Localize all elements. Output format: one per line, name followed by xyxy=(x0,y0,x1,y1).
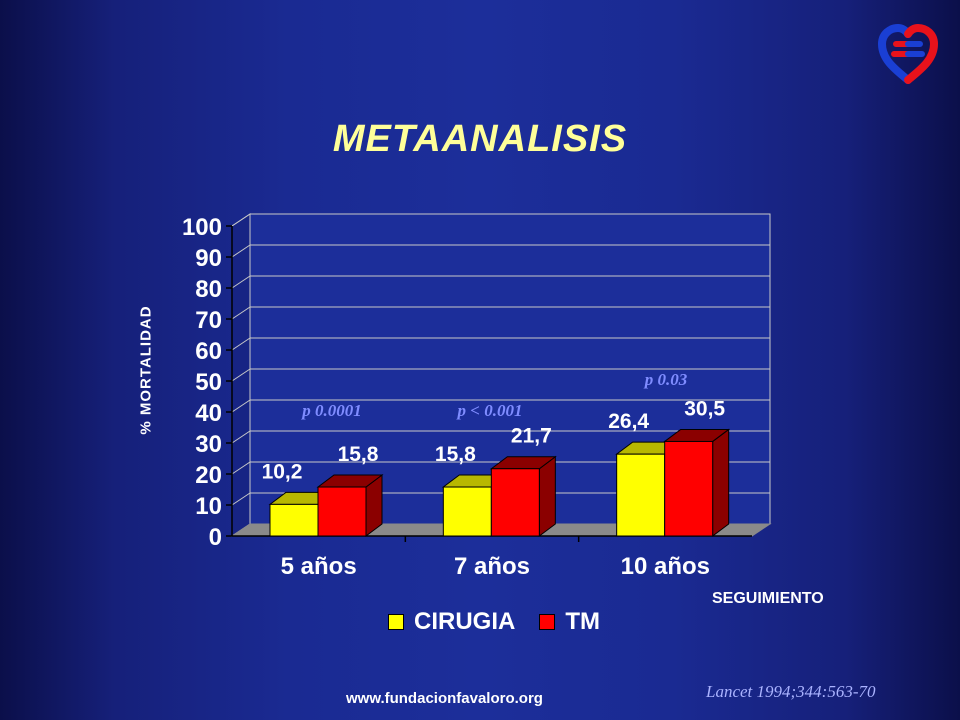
bar xyxy=(317,486,367,537)
data-label: 21,7 xyxy=(511,425,552,448)
data-label: 10,2 xyxy=(262,460,303,483)
y-tick-label: 70 xyxy=(195,307,222,334)
footer-url: www.fundacionfavaloro.org xyxy=(346,690,543,707)
gridline-side xyxy=(231,244,251,258)
gridline-side xyxy=(231,461,251,475)
gridline-side xyxy=(231,368,251,382)
legend-label: TM xyxy=(565,608,600,635)
bar-side xyxy=(538,455,556,537)
gridline-side xyxy=(231,275,251,289)
gridline-side xyxy=(231,337,251,351)
y-tick-label: 0 xyxy=(209,524,222,551)
data-label: 15,8 xyxy=(338,443,379,466)
y-tick-label: 90 xyxy=(195,245,222,272)
y-tick-label: 80 xyxy=(195,276,222,303)
data-label: 15,8 xyxy=(435,443,476,466)
heart-logo-icon xyxy=(877,23,939,84)
bar xyxy=(664,440,714,537)
gridline-side xyxy=(231,399,251,413)
legend-swatch-tm xyxy=(539,614,556,630)
gridline-side xyxy=(231,430,251,444)
y-tick-label: 20 xyxy=(195,462,222,489)
slide-title: METAANALISIS xyxy=(332,118,628,160)
legend-item-cirugia: CIRUGIA xyxy=(388,608,515,636)
bar xyxy=(442,486,492,537)
y-tick-label: 10 xyxy=(195,493,222,520)
p-value-annotation: p < 0.001 xyxy=(456,401,523,420)
y-tick-label: 40 xyxy=(195,400,222,427)
p-value-annotation: p 0.03 xyxy=(643,370,688,389)
x-axis-label: SEGUIMIENTO xyxy=(712,590,824,607)
x-tick-label: 5 años xyxy=(281,553,357,580)
citation: Lancet 1994;344:563-70 xyxy=(706,682,876,701)
bar-side xyxy=(712,428,730,537)
legend-item-tm: TM xyxy=(539,608,600,636)
y-tick-label: 60 xyxy=(195,338,222,365)
legend-label: CIRUGIA xyxy=(414,608,516,635)
bar xyxy=(616,453,666,537)
y-tick-label: 30 xyxy=(195,431,222,458)
gridline-side xyxy=(231,213,251,227)
data-label: 26,4 xyxy=(608,410,649,433)
p-value-annotation: p 0.0001 xyxy=(300,401,362,420)
bar xyxy=(269,503,319,537)
x-tick-label: 10 años xyxy=(621,553,710,580)
chart-legend: CIRUGIA TM xyxy=(388,608,600,636)
gridline-side xyxy=(231,306,251,320)
gridline-side xyxy=(231,492,251,506)
x-tick-label: 7 años xyxy=(454,553,530,580)
data-label: 30,5 xyxy=(684,397,725,420)
bar xyxy=(490,468,540,537)
legend-swatch-cirugia xyxy=(388,614,404,630)
y-tick-label: 100 xyxy=(182,214,222,241)
y-axis-label: % MORTALIDAD xyxy=(137,305,155,435)
y-tick-label: 50 xyxy=(195,369,222,396)
